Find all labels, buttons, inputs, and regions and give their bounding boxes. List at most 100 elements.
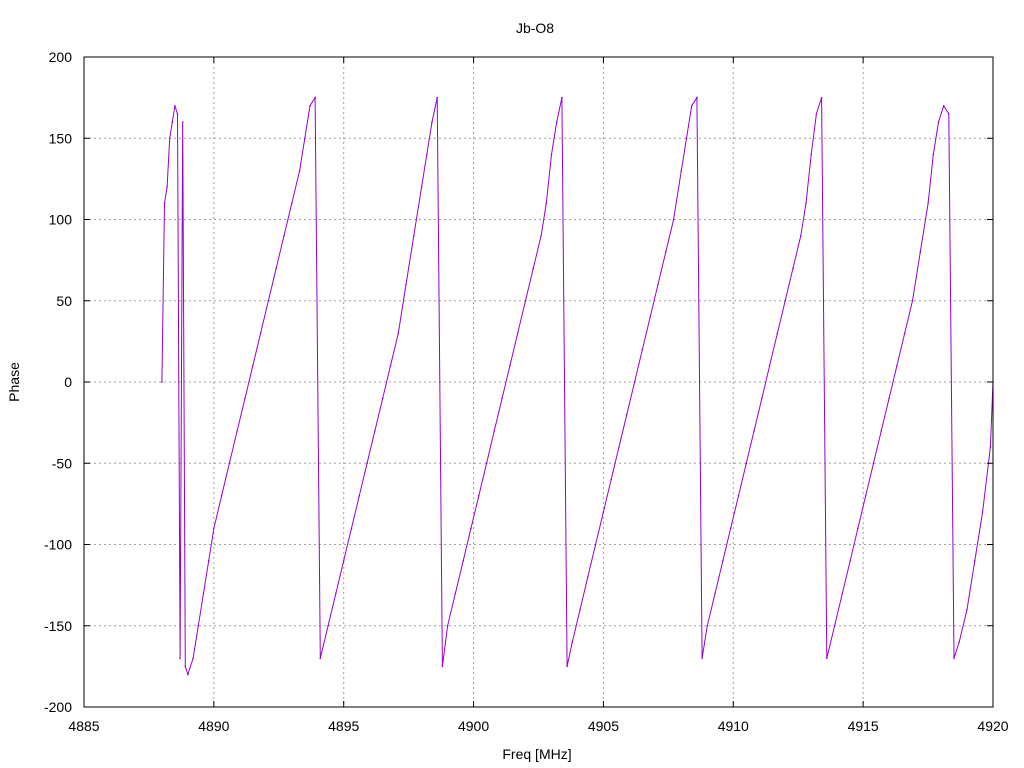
data-point (181, 121, 184, 123)
x-tick-label: 4895 (328, 718, 359, 734)
data-point (555, 121, 558, 123)
data-point (729, 527, 732, 530)
data-point (207, 560, 210, 562)
data-point (174, 105, 176, 107)
data-point (896, 365, 898, 367)
y-axis-label: Phase (6, 362, 22, 402)
data-point (641, 348, 644, 351)
data-point (680, 170, 683, 172)
data-point (833, 625, 836, 627)
data-point (820, 96, 823, 99)
data-point (948, 113, 950, 115)
series-layer (161, 95, 994, 677)
y-tick-label: 100 (49, 212, 73, 228)
data-point (171, 121, 174, 123)
y-tick-label: 200 (49, 49, 73, 65)
data-point (202, 592, 205, 595)
data-point (192, 657, 194, 660)
y-tick-label: -150 (44, 618, 72, 634)
data-point (602, 511, 605, 513)
data-point (524, 300, 527, 302)
data-point (470, 527, 472, 530)
data-point (291, 202, 293, 205)
data-point (426, 153, 428, 156)
data-point (966, 608, 968, 611)
y-tick-label: 0 (64, 374, 72, 390)
data-point (706, 625, 709, 627)
data-point (197, 625, 200, 627)
data-point (815, 113, 818, 115)
data-point (864, 495, 867, 497)
data-point (753, 430, 755, 432)
data-point (454, 592, 457, 595)
data-point (420, 186, 423, 188)
data-point (319, 657, 322, 660)
data-point (633, 381, 636, 383)
data-point (309, 105, 311, 107)
data-point (665, 251, 667, 253)
data-point (953, 657, 955, 660)
data-point (298, 170, 301, 172)
tick-layer: 4885 4890 4895 4900 4905 4910 4915 4920 -200 -150… (44, 49, 1009, 734)
data-point (932, 153, 935, 156)
data-point (696, 96, 698, 99)
data-point (657, 283, 659, 286)
data-point (761, 397, 763, 400)
data-point (335, 592, 337, 595)
data-point (163, 202, 166, 205)
data-point (958, 641, 960, 643)
data-point (540, 235, 542, 237)
data-point (462, 560, 465, 562)
data-point (213, 527, 215, 530)
data-point (350, 527, 353, 530)
data-point (389, 365, 392, 367)
data-point (927, 202, 929, 205)
data-point (872, 462, 875, 465)
data-point (849, 560, 851, 562)
data-point (413, 235, 415, 237)
data-point (937, 121, 940, 123)
data-point (672, 218, 675, 221)
data-point (441, 665, 444, 668)
x-tick-label: 4900 (458, 718, 489, 734)
x-tick-label: 4910 (718, 718, 749, 734)
data-point (566, 665, 568, 668)
data-point (283, 235, 285, 237)
data-point (168, 137, 171, 140)
data-point (974, 560, 976, 562)
y-tick-label: 50 (56, 293, 72, 309)
data-point (685, 137, 688, 140)
y-tick-label: -100 (44, 537, 72, 553)
data-point (594, 543, 597, 546)
grid (84, 57, 993, 707)
data-point (618, 446, 620, 448)
data-point (342, 560, 345, 562)
data-point (446, 625, 449, 627)
x-tick-label: 4915 (848, 718, 879, 734)
data-point (737, 495, 740, 497)
data-point (314, 96, 316, 99)
data-point (911, 300, 914, 302)
data-point (857, 527, 859, 530)
data-point (571, 641, 574, 643)
data-point (610, 478, 612, 481)
data-point (397, 332, 400, 335)
data-point (532, 267, 535, 270)
data-point (252, 365, 254, 367)
data-point (161, 381, 163, 383)
chart-title: Jb-O8 (516, 20, 554, 36)
data-point (888, 397, 890, 400)
data-point (358, 495, 361, 497)
data-point (989, 446, 992, 448)
x-axis-label: Freq [MHz] (502, 746, 571, 762)
data-point (722, 560, 724, 562)
data-point (626, 413, 628, 416)
data-point (366, 462, 368, 465)
data-point (220, 495, 223, 497)
data-point (805, 202, 807, 205)
data-point (184, 665, 187, 668)
data-point (179, 657, 181, 660)
data-point (485, 462, 488, 465)
